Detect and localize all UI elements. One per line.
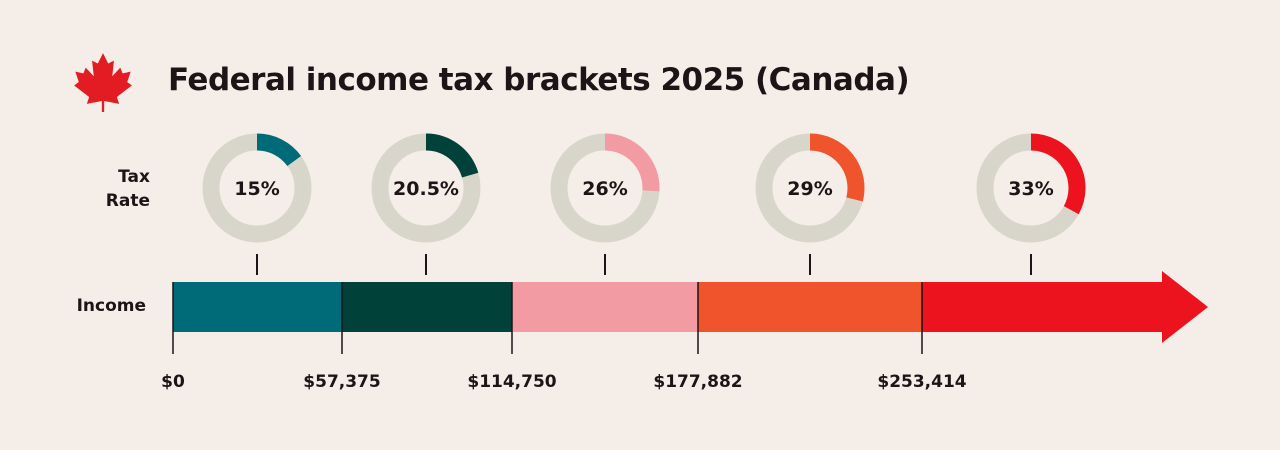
bracket-bar-5 (922, 282, 1162, 332)
bracket-arrow-head (1162, 271, 1208, 343)
tax-rate-label: Tax Rate (80, 165, 150, 213)
rate-label-2: 20.5% (393, 178, 459, 200)
threshold-label-4: $177,882 (653, 372, 742, 392)
rate-label-3: 26% (582, 178, 627, 200)
rate-ring-arc-4 (809, 133, 865, 202)
rate-label-5: 33% (1008, 178, 1053, 200)
tax-rate-label-line1: Tax (118, 167, 150, 187)
bracket-bar-3 (512, 282, 698, 332)
tax-rate-label-line2: Rate (105, 191, 150, 211)
bracket-bar-1 (173, 282, 342, 332)
rate-label-1: 15% (234, 178, 279, 200)
rate-ring-arc-5 (1030, 133, 1086, 215)
bracket-bar-4 (698, 282, 922, 332)
bracket-bar-2 (342, 282, 512, 332)
rate-ring-arc-1 (256, 133, 302, 167)
rate-ring-arc-3 (604, 133, 660, 192)
income-label: Income (76, 296, 146, 316)
maple-leaf-icon (74, 53, 132, 112)
threshold-label-3: $114,750 (467, 372, 556, 392)
rate-label-4: 29% (787, 178, 832, 200)
page-title: Federal income tax brackets 2025 (Canada… (168, 62, 910, 98)
rate-ring-arc-2 (425, 133, 479, 178)
threshold-label-5: $253,414 (877, 372, 966, 392)
threshold-label-2: $57,375 (303, 372, 380, 392)
threshold-label-1: $0 (161, 372, 185, 392)
